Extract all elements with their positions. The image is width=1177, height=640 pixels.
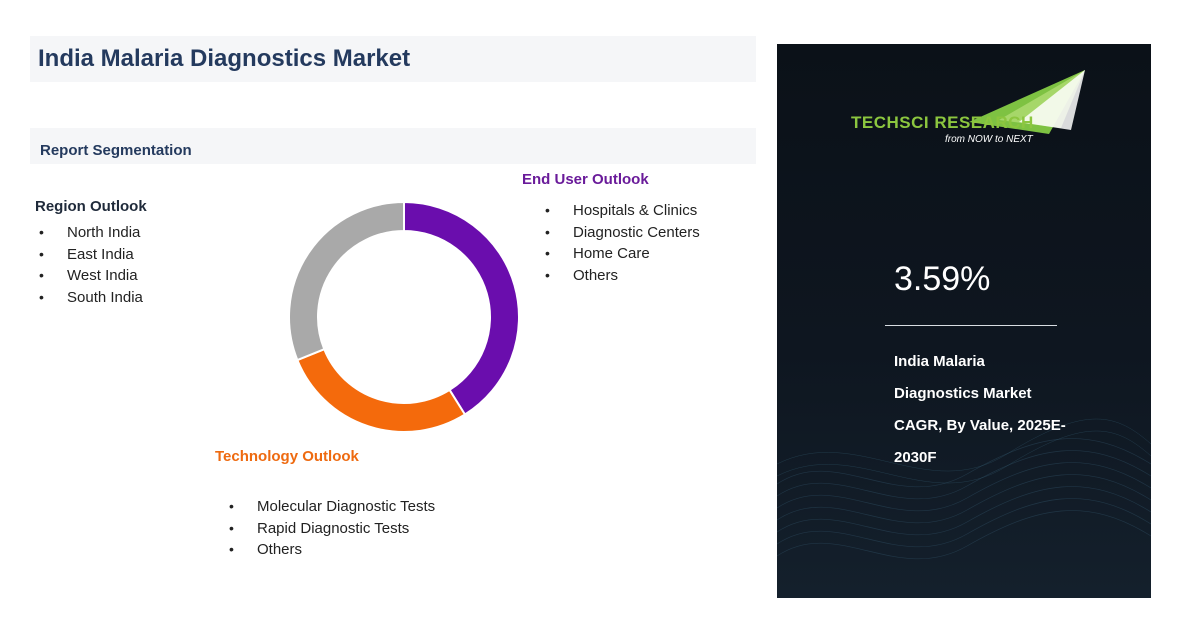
list-item: Others bbox=[225, 539, 435, 561]
page-title: India Malaria Diagnostics Market bbox=[38, 45, 411, 72]
description-line: CAGR, By Value, 2025E- bbox=[894, 417, 1066, 434]
wave-background bbox=[777, 418, 1151, 560]
logo-tagline: from NOW to NEXT bbox=[945, 134, 1034, 145]
region-outlook-heading: Region Outlook bbox=[35, 198, 147, 215]
technology-outlook-list: Molecular Diagnostic Tests Rapid Diagnos… bbox=[225, 496, 435, 561]
segmentation-label: Report Segmentation bbox=[40, 142, 192, 159]
logo-main-text: TECHSCI RESEARCH bbox=[851, 113, 1034, 132]
cagr-panel: TECHSCI RESEARCH from NOW to NEXT 3.59% … bbox=[777, 44, 1151, 598]
segmentation-donut bbox=[288, 200, 520, 433]
end-user-outlook-list: Hospitals & Clinics Diagnostic Centers H… bbox=[541, 200, 700, 286]
end-user-outlook-heading: End User Outlook bbox=[522, 171, 649, 188]
list-item: Molecular Diagnostic Tests bbox=[225, 496, 435, 518]
description-line: Diagnostics Market bbox=[894, 385, 1032, 402]
segmentation-band bbox=[30, 128, 756, 164]
list-item: Rapid Diagnostic Tests bbox=[225, 518, 435, 540]
list-item: North India bbox=[35, 222, 143, 244]
region-outlook-list: North India East India West India South … bbox=[35, 222, 143, 308]
description-line: India Malaria bbox=[894, 353, 985, 370]
donut-segment-region bbox=[288, 200, 405, 362]
title-band bbox=[30, 36, 756, 82]
list-item: South India bbox=[35, 287, 143, 309]
technology-outlook-heading: Technology Outlook bbox=[215, 448, 359, 465]
donut-segment-technology bbox=[296, 347, 467, 433]
donut-segment-end-user bbox=[403, 200, 520, 416]
description-line: 2030F bbox=[894, 449, 937, 466]
list-item: Hospitals & Clinics bbox=[541, 200, 700, 222]
list-item: Diagnostic Centers bbox=[541, 222, 700, 244]
cagr-value: 3.59% bbox=[894, 260, 991, 298]
list-item: East India bbox=[35, 244, 143, 266]
list-item: West India bbox=[35, 265, 143, 287]
list-item: Home Care bbox=[541, 243, 700, 265]
techsci-logo: TECHSCI RESEARCH from NOW to NEXT bbox=[851, 70, 1085, 145]
divider bbox=[885, 325, 1057, 326]
list-item: Others bbox=[541, 265, 700, 287]
cagr-description: India Malaria Diagnostics Market CAGR, B… bbox=[894, 346, 1094, 474]
